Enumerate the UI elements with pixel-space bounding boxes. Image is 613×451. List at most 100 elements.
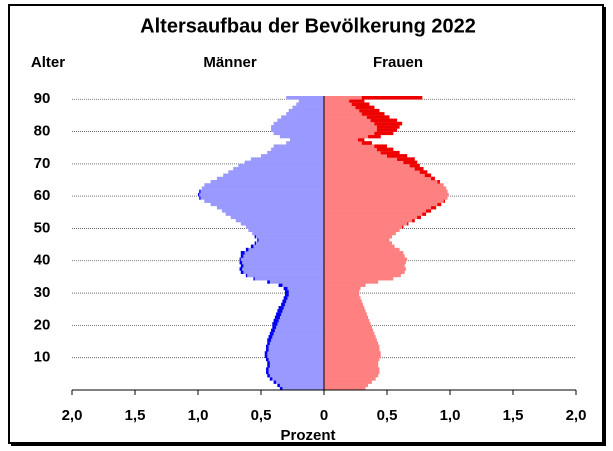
excess-bar: [403, 160, 418, 165]
excess-bar: [402, 225, 404, 229]
excess-bar: [272, 322, 278, 326]
bar: [239, 257, 324, 262]
excess-bar: [267, 338, 272, 342]
bar: [324, 373, 379, 378]
bar: [324, 367, 380, 371]
excess-bar: [240, 254, 244, 258]
bar: [233, 167, 324, 171]
bar: [266, 370, 324, 375]
bar: [324, 270, 405, 274]
bar: [267, 373, 324, 378]
bar: [277, 383, 324, 388]
bar: [210, 180, 324, 184]
bar: [324, 225, 404, 229]
bar: [324, 383, 369, 388]
excess-bar: [267, 373, 270, 378]
bar: [324, 247, 400, 252]
excess-bar: [269, 377, 273, 381]
bar: [250, 157, 324, 161]
bar: [324, 160, 418, 165]
bar: [324, 209, 432, 213]
excess-bar: [276, 312, 282, 316]
excess-bar: [431, 176, 435, 181]
bar: [324, 254, 405, 258]
bar: [261, 154, 324, 158]
bar: [324, 154, 408, 158]
bar: [324, 131, 394, 136]
bar: [324, 360, 379, 365]
bar: [273, 121, 324, 126]
bar: [324, 241, 393, 245]
bar: [272, 325, 324, 329]
bar: [324, 212, 427, 216]
y-axis-label: Alter: [31, 54, 65, 71]
excess-bar: [358, 138, 365, 142]
bar: [324, 180, 440, 184]
excess-bar: [374, 144, 387, 148]
bar: [282, 299, 324, 304]
bar: [324, 325, 372, 329]
frame-shadow: [11, 443, 606, 446]
legend-label: Frauen: [373, 54, 423, 71]
bar: [324, 183, 444, 187]
excess-bar: [266, 367, 269, 371]
bar: [324, 218, 415, 223]
excess-bar: [239, 267, 243, 271]
bar: [266, 357, 324, 362]
y-tick-label: 30: [34, 284, 51, 301]
bar: [267, 364, 324, 368]
y-tick-label: 20: [34, 316, 51, 333]
bar: [324, 115, 390, 119]
bar: [324, 354, 381, 358]
bar: [324, 280, 379, 284]
bar: [225, 212, 324, 216]
excess-bar: [374, 131, 394, 136]
bar: [324, 331, 375, 336]
bar: [216, 176, 324, 181]
bar: [271, 125, 324, 129]
excess-bar: [279, 386, 283, 391]
x-tick-label: 1,0: [188, 407, 209, 424]
bar: [324, 315, 369, 320]
bar: [240, 270, 324, 274]
bar: [324, 257, 408, 262]
excess-bar: [278, 283, 283, 287]
bar: [324, 309, 366, 313]
bar: [239, 260, 324, 265]
bar: [324, 312, 367, 316]
bar: [324, 125, 400, 129]
excess-bar: [355, 105, 375, 110]
excess-bar: [239, 257, 241, 262]
bar: [324, 322, 371, 326]
bar: [324, 276, 394, 281]
bar: [324, 105, 375, 110]
bar: [324, 199, 445, 203]
x-tick-label: 1,0: [440, 407, 461, 424]
excess-bar: [417, 215, 422, 220]
bar: [324, 244, 395, 249]
bar: [245, 273, 324, 278]
excess-bar: [422, 212, 427, 216]
bar: [324, 338, 377, 342]
bar: [324, 234, 393, 239]
bar: [324, 150, 400, 155]
bar: [324, 386, 366, 391]
bar: [272, 322, 324, 326]
excess-bar: [266, 357, 269, 362]
bar: [288, 108, 324, 113]
excess-bar: [281, 302, 285, 307]
bar: [324, 163, 420, 168]
bar: [324, 176, 435, 181]
excess-bar: [376, 125, 400, 129]
bar: [240, 264, 324, 268]
excess-bar: [254, 241, 256, 245]
bar: [284, 289, 324, 294]
bar: [324, 289, 360, 294]
bar: [273, 318, 324, 323]
bar: [278, 283, 324, 287]
excess-bar: [284, 293, 289, 297]
bar: [199, 189, 324, 194]
bar: [277, 118, 324, 123]
bar: [324, 205, 437, 210]
bar: [216, 205, 324, 210]
